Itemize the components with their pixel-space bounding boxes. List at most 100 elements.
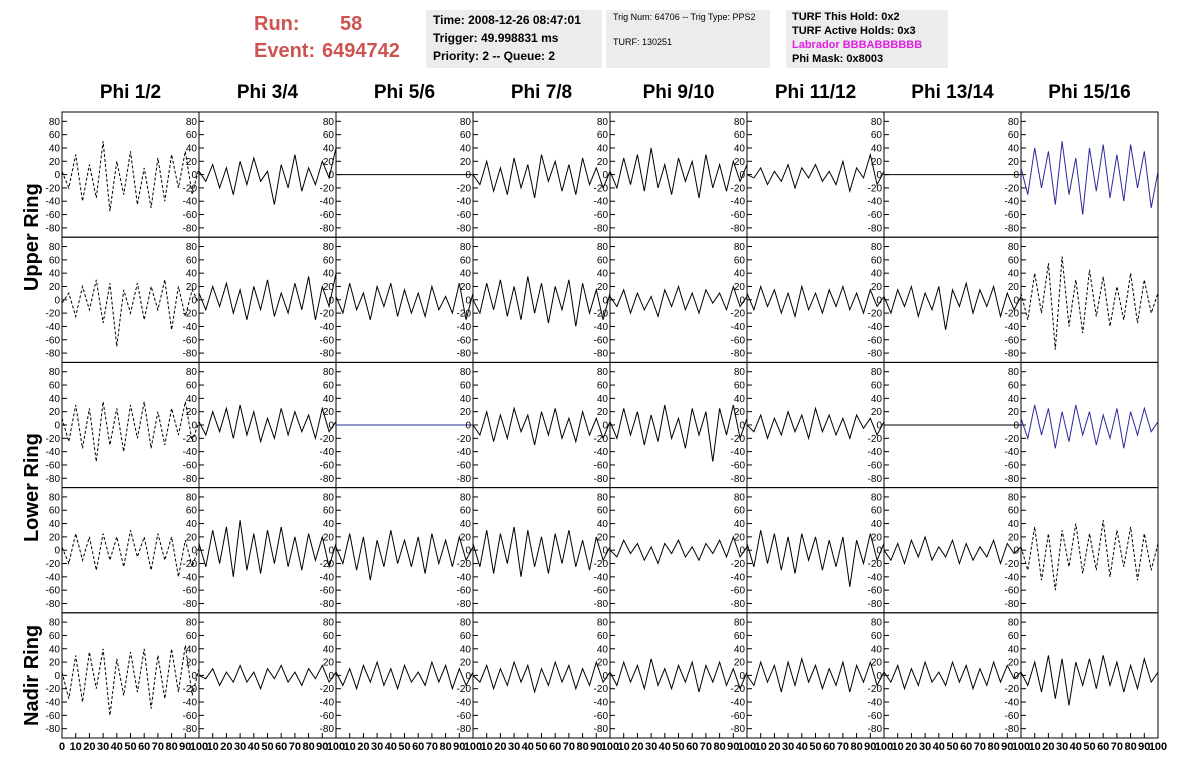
- y-tick-label: 0: [54, 421, 60, 432]
- y-tick-label: -60: [46, 711, 61, 722]
- y-tick-label: 40: [460, 644, 472, 655]
- y-tick-label: -60: [457, 711, 472, 722]
- y-tick-label: -40: [868, 447, 883, 458]
- time: Time: 2008-12-26 08:47:01: [433, 13, 581, 27]
- column-title: Phi 7/8: [511, 82, 572, 103]
- y-tick-label: 40: [871, 269, 883, 280]
- x-tick-label: 30: [97, 741, 109, 753]
- y-tick-label: 20: [323, 282, 335, 293]
- y-tick-label: 80: [460, 618, 472, 629]
- x-tick-label: 100: [1012, 741, 1030, 753]
- panel-frame: [609, 361, 748, 489]
- panel-frame: [1020, 236, 1159, 363]
- column-title: Phi 11/12: [775, 82, 856, 103]
- y-tick-label: -80: [457, 349, 472, 360]
- y-tick-label: 60: [734, 255, 746, 266]
- y-tick-label: -20: [868, 309, 883, 320]
- y-tick-label: -80: [46, 349, 61, 360]
- y-tick-label: 20: [323, 658, 335, 669]
- y-tick-label: 60: [186, 381, 198, 392]
- y-tick-label: 60: [49, 255, 61, 266]
- y-tick-label: -40: [46, 572, 61, 583]
- y-tick-label: -60: [731, 335, 746, 346]
- turf: TURF: 130251: [613, 37, 672, 47]
- y-tick-label: -40: [46, 197, 61, 208]
- x-tick-label: 30: [919, 741, 931, 753]
- y-tick-label: -20: [1005, 309, 1020, 320]
- y-tick-label: 40: [323, 519, 335, 530]
- x-tick-label: 30: [782, 741, 794, 753]
- y-tick-label: -80: [1005, 599, 1020, 610]
- y-tick-label: -40: [731, 447, 746, 458]
- y-tick-label: 0: [1013, 421, 1019, 432]
- y-tick-label: 20: [734, 157, 746, 168]
- x-tick-label: 50: [1083, 741, 1095, 753]
- y-tick-label: 0: [328, 421, 334, 432]
- y-tick-label: -20: [1005, 183, 1020, 194]
- y-tick-label: 20: [1008, 157, 1020, 168]
- y-tick-label: -20: [46, 559, 61, 570]
- y-tick-label: 80: [49, 492, 61, 503]
- panel-frame: [61, 111, 200, 238]
- waveform: [335, 660, 474, 691]
- x-tick-label: 50: [535, 741, 547, 753]
- y-tick-label: 0: [465, 295, 471, 306]
- y-tick-label: -60: [868, 711, 883, 722]
- y-tick-label: -40: [731, 572, 746, 583]
- panel-frame: [61, 612, 200, 739]
- trig-num: Trig Num: 64706 -- Trig Type: PPS2: [613, 12, 756, 22]
- y-tick-label: -40: [46, 447, 61, 458]
- y-tick-label: -40: [594, 322, 609, 333]
- y-tick-label: 60: [871, 381, 883, 392]
- panel-frame: [198, 111, 337, 238]
- y-tick-label: 0: [328, 170, 334, 181]
- y-tick-label: 40: [186, 269, 198, 280]
- x-tick-label: 90: [1138, 741, 1150, 753]
- panel-frame: [746, 361, 885, 489]
- y-tick-label: 20: [460, 282, 472, 293]
- y-tick-label: -20: [1005, 559, 1020, 570]
- y-tick-label: 0: [328, 295, 334, 306]
- x-tick-label: 40: [1070, 741, 1082, 753]
- y-tick-label: 0: [876, 671, 882, 682]
- y-tick-label: 60: [460, 506, 472, 517]
- y-tick-label: -80: [868, 474, 883, 485]
- y-tick-label: 40: [1008, 394, 1020, 405]
- y-tick-label: -80: [183, 724, 198, 735]
- y-tick-label: 40: [871, 394, 883, 405]
- x-tick-label: 60: [960, 741, 972, 753]
- x-tick-label: 40: [111, 741, 123, 753]
- x-tick-label: 50: [124, 741, 136, 753]
- y-tick-label: -80: [594, 599, 609, 610]
- y-tick-label: -80: [868, 223, 883, 234]
- column-title: Phi 1/2: [100, 82, 161, 103]
- y-tick-label: -20: [320, 684, 335, 695]
- y-tick-label: -20: [183, 309, 198, 320]
- y-tick-label: 20: [871, 658, 883, 669]
- y-tick-label: -40: [1005, 698, 1020, 709]
- y-tick-label: 60: [323, 255, 335, 266]
- y-tick-label: 60: [186, 631, 198, 642]
- x-tick-label: 40: [522, 741, 534, 753]
- y-tick-label: 20: [871, 407, 883, 418]
- y-tick-label: -80: [594, 223, 609, 234]
- event-label: Event:: [254, 40, 315, 62]
- y-tick-label: -80: [320, 599, 335, 610]
- panel-frame: [198, 361, 337, 489]
- y-tick-label: -20: [1005, 684, 1020, 695]
- y-tick-label: -20: [868, 559, 883, 570]
- y-tick-label: -80: [46, 599, 61, 610]
- y-tick-label: 60: [871, 255, 883, 266]
- panel-frame: [746, 612, 885, 739]
- y-tick-label: -20: [320, 559, 335, 570]
- y-tick-label: 20: [1008, 282, 1020, 293]
- panel-frame: [1020, 111, 1159, 238]
- waveform: [61, 279, 200, 347]
- y-tick-label: 0: [191, 170, 197, 181]
- panel-frame: [61, 487, 200, 614]
- y-tick-label: 80: [871, 367, 883, 378]
- y-tick-label: -20: [457, 684, 472, 695]
- y-tick-label: 40: [734, 519, 746, 530]
